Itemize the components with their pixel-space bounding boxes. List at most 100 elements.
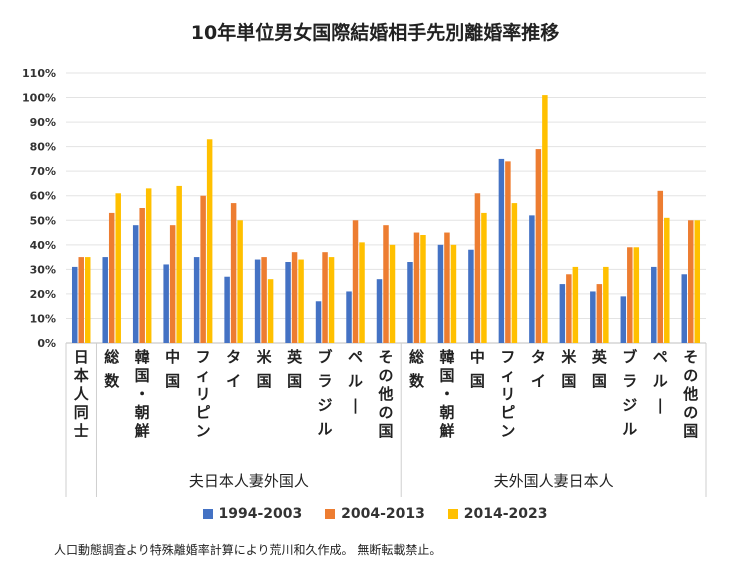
bar-2014-2023-7 bbox=[298, 259, 304, 343]
category-axis-frame bbox=[65, 343, 707, 497]
bar-1994-2003-15 bbox=[529, 215, 535, 343]
legend-swatch bbox=[202, 509, 213, 519]
bar-1994-2003-6 bbox=[254, 259, 261, 343]
category-label: ブラジル bbox=[318, 348, 333, 438]
category-label: 中国 bbox=[470, 348, 485, 390]
category-label: 総数 bbox=[104, 348, 120, 390]
bar-1994-2003-13 bbox=[468, 249, 474, 343]
legend-item: 1994-2003 bbox=[202, 506, 303, 522]
bar-2004-2013-9 bbox=[352, 220, 359, 343]
bar-1994-2003-9 bbox=[346, 291, 352, 343]
category-labels: 日本人同士総数韓国・朝鮮中国フィリピンタイ米国英国ブラジルペル|その他の国総数韓… bbox=[74, 348, 699, 440]
category-label: 中国 bbox=[165, 348, 180, 390]
bar-chart: 0% 10% 20% 30% 40% 50% 60% 70% 80% 90% 100% 110% 日本… bbox=[22, 67, 707, 497]
bars bbox=[71, 95, 701, 343]
y-tick-label: 70% bbox=[30, 165, 56, 178]
y-tick-label: 0% bbox=[37, 337, 56, 350]
y-tick-label: 30% bbox=[30, 263, 56, 276]
y-tick-label: 110% bbox=[22, 67, 56, 80]
y-tick-label: 90% bbox=[30, 116, 56, 129]
category-label: 日本人同士 bbox=[74, 348, 90, 440]
bar-1994-2003-7 bbox=[285, 262, 291, 343]
y-tick-label: 60% bbox=[30, 190, 56, 203]
bar-2004-2013-16 bbox=[566, 274, 572, 343]
bar-2014-2023-4 bbox=[206, 139, 213, 343]
footnote: 人口動態調査より特殊離婚率計算により荒川和久作成。 無断転載禁止。 bbox=[54, 543, 442, 557]
category-label: 英国 bbox=[592, 348, 608, 390]
bar-2004-2013-15 bbox=[535, 149, 542, 343]
bar-2004-2013-17 bbox=[596, 284, 603, 343]
bar-1994-2003-4 bbox=[193, 257, 200, 343]
category-label: タイ bbox=[531, 348, 546, 390]
bar-2014-2023-9 bbox=[359, 242, 365, 343]
bar-1994-2003-1 bbox=[102, 257, 108, 343]
bar-1994-2003-17 bbox=[590, 291, 596, 343]
bar-2004-2013-12 bbox=[444, 232, 450, 343]
category-label: ブラジル bbox=[622, 348, 637, 438]
bar-2014-2023-15 bbox=[542, 95, 548, 343]
y-tick-label: 20% bbox=[30, 288, 56, 301]
bar-2004-2013-3 bbox=[169, 225, 176, 343]
bar-2004-2013-0 bbox=[78, 257, 84, 343]
bar-2004-2013-7 bbox=[291, 252, 298, 343]
y-axis-ticks: 0% 10% 20% 30% 40% 50% 60% 70% 80% 90% 100% 110% bbox=[22, 67, 56, 350]
category-label: ペル| bbox=[348, 348, 363, 415]
category-label: その他の国 bbox=[682, 348, 698, 440]
category-label: 韓国・朝鮮 bbox=[135, 348, 150, 440]
bar-2014-2023-2 bbox=[145, 188, 152, 343]
bar-2014-2023-0 bbox=[84, 257, 91, 343]
bar-2014-2023-1 bbox=[115, 193, 121, 343]
legend-label: 2014-2023 bbox=[463, 506, 548, 522]
bar-1994-2003-3 bbox=[163, 264, 169, 343]
bar-2014-2023-5 bbox=[237, 220, 243, 343]
legend: 1994-2003 2004-2013 2014-2023 bbox=[0, 506, 750, 522]
bar-2004-2013-14 bbox=[505, 161, 511, 343]
bar-2004-2013-5 bbox=[230, 203, 237, 343]
bar-2014-2023-6 bbox=[267, 279, 274, 343]
bar-2014-2023-12 bbox=[450, 244, 457, 343]
bar-1994-2003-18 bbox=[620, 296, 627, 343]
bar-2014-2023-14 bbox=[511, 203, 518, 343]
bar-2004-2013-1 bbox=[108, 212, 115, 343]
y-tick-label: 100% bbox=[22, 92, 56, 105]
bar-1994-2003-11 bbox=[407, 262, 413, 343]
category-label: 総数 bbox=[409, 348, 425, 390]
legend-item: 2004-2013 bbox=[325, 506, 425, 522]
bar-2004-2013-11 bbox=[413, 232, 420, 343]
bar-2014-2023-17 bbox=[603, 266, 609, 343]
bar-2014-2023-10 bbox=[389, 244, 396, 343]
category-label: フィリピン bbox=[500, 348, 515, 440]
y-tick-label: 40% bbox=[30, 239, 56, 252]
bar-2014-2023-11 bbox=[420, 235, 426, 343]
bar-2004-2013-2 bbox=[139, 208, 145, 343]
bar-1994-2003-0 bbox=[71, 266, 78, 343]
bar-2004-2013-18 bbox=[627, 247, 633, 343]
bar-2014-2023-18 bbox=[633, 247, 640, 343]
bar-2014-2023-3 bbox=[176, 185, 182, 343]
bar-2004-2013-19 bbox=[657, 190, 664, 343]
bar-1994-2003-10 bbox=[376, 279, 383, 343]
bar-2014-2023-16 bbox=[572, 266, 579, 343]
group-label: 夫日本人妻外国人 bbox=[189, 472, 309, 490]
bar-2014-2023-19 bbox=[664, 217, 670, 343]
bar-1994-2003-5 bbox=[224, 276, 230, 343]
legend-swatch bbox=[325, 509, 336, 519]
bar-2004-2013-4 bbox=[200, 195, 206, 343]
bar-1994-2003-8 bbox=[315, 301, 322, 343]
bar-1994-2003-16 bbox=[559, 284, 566, 343]
y-tick-label: 50% bbox=[30, 214, 56, 227]
chart-title: 10年単位男女国際結婚相手先別離婚率推移 bbox=[190, 22, 560, 44]
bar-2004-2013-10 bbox=[383, 225, 389, 343]
category-label: 米国 bbox=[561, 348, 577, 390]
legend-item: 2014-2023 bbox=[447, 506, 548, 522]
bar-1994-2003-20 bbox=[681, 274, 688, 343]
category-label: タイ bbox=[226, 348, 241, 390]
y-tick-label: 10% bbox=[30, 312, 56, 325]
legend-label: 1994-2003 bbox=[218, 506, 303, 522]
bar-2014-2023-8 bbox=[328, 257, 335, 343]
legend-swatch bbox=[447, 509, 458, 519]
bar-1994-2003-2 bbox=[132, 225, 139, 343]
category-label: 韓国・朝鮮 bbox=[439, 348, 454, 440]
bar-2004-2013-6 bbox=[261, 257, 267, 343]
group-label: 夫外国人妻日本人 bbox=[494, 472, 614, 490]
